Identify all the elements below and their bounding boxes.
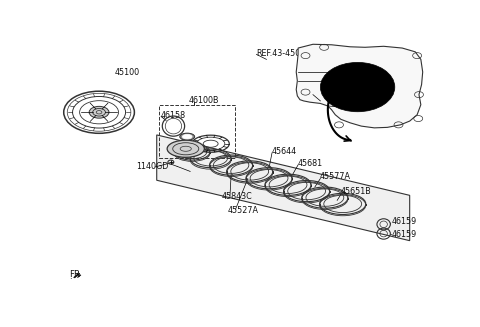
Ellipse shape — [167, 140, 204, 157]
Ellipse shape — [182, 134, 192, 139]
Text: FR: FR — [69, 270, 81, 279]
Text: 45681: 45681 — [297, 159, 323, 168]
Text: 45577A: 45577A — [320, 172, 351, 181]
Text: 46159: 46159 — [392, 217, 417, 226]
Text: 45100: 45100 — [115, 68, 140, 77]
Text: 46159: 46159 — [392, 230, 417, 239]
Polygon shape — [296, 44, 423, 128]
Text: 46100B: 46100B — [188, 96, 219, 105]
Ellipse shape — [180, 133, 195, 140]
Text: 45651B: 45651B — [341, 187, 372, 196]
Text: REF.43-450B: REF.43-450B — [256, 49, 306, 58]
Text: 45644: 45644 — [271, 147, 297, 156]
Text: 1140GD: 1140GD — [136, 162, 168, 171]
Text: .: . — [69, 272, 72, 281]
Polygon shape — [156, 135, 410, 241]
Text: 46158: 46158 — [160, 111, 186, 120]
Text: 45527A: 45527A — [228, 206, 258, 215]
Ellipse shape — [89, 106, 109, 118]
Ellipse shape — [321, 62, 395, 112]
FancyArrow shape — [73, 273, 80, 278]
Text: 45843C: 45843C — [222, 192, 252, 201]
Bar — [158, 105, 235, 158]
